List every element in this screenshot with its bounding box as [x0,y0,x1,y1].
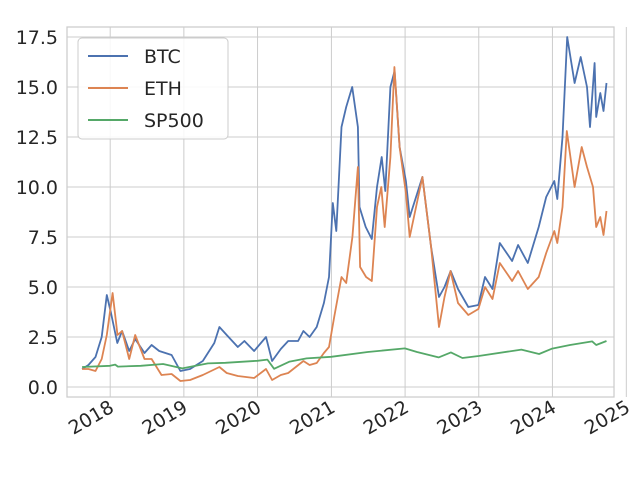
x-tick-label: 2022 [360,396,413,439]
series-line-sp500 [82,340,607,370]
y-tick-label: 12.5 [16,127,58,149]
legend-label-btc: BTC [144,46,181,68]
x-tick-label: 2025 [581,396,634,439]
y-tick-label: 17.5 [16,27,58,49]
x-tick-label: 2021 [286,396,339,439]
x-tick-label: 2023 [433,396,486,439]
x-tick-label: 2024 [507,396,560,439]
y-tick-label: 5.0 [28,277,58,299]
legend-box [77,37,229,140]
y-tick-label: 7.5 [28,227,58,249]
y-tick-label: 15.0 [16,77,58,99]
x-tick-label: 2019 [138,396,191,439]
legend: BTC ETH SP500 [77,37,229,140]
series-layer [81,36,608,382]
plot-frame [66,26,615,398]
y-tick-label: 2.5 [28,327,58,349]
legend-label-eth: ETH [144,78,182,100]
x-tick-label: 2020 [212,396,265,439]
y-tick-label: 0.0 [28,377,58,399]
legend-label-sp500: SP500 [144,110,204,132]
x-tick-label: 2018 [65,396,118,439]
series-line-eth [82,66,608,382]
y-tick-label: 10.0 [16,177,58,199]
